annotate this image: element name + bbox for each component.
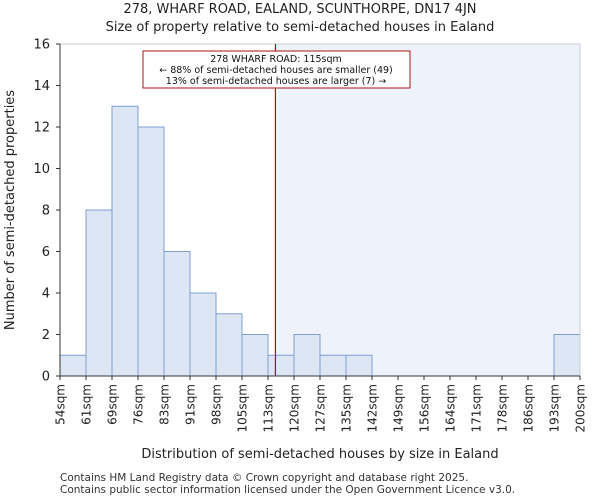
histogram-bar [189,292,217,377]
histogram-bar [319,354,347,377]
y-tick-label: 2 [42,328,50,343]
x-tick-label: 193sqm [548,384,562,432]
histogram-bar [137,126,165,377]
y-tick-label: 12 [33,121,50,136]
histogram-bar [241,334,269,377]
footer-copyright: Contains HM Land Registry data © Crown c… [60,472,469,484]
histogram-bar [85,209,113,377]
chart-title-address: 278, WHARF ROAD, EALAND, SCUNTHORPE, DN1… [123,2,477,17]
histogram-bar [111,105,139,377]
x-tick-label: 156sqm [418,384,432,432]
x-tick-label: 171sqm [470,384,484,432]
annotation-larger: 13% of semi-detached houses are larger (… [166,76,386,87]
histogram-bar [59,354,87,377]
annotation-title: 278 WHARF ROAD: 115sqm [210,54,342,65]
x-tick-label: 83sqm [158,384,172,425]
x-tick-label: 98sqm [210,384,224,425]
x-tick-label: 164sqm [444,384,458,432]
annotation-box [142,50,411,89]
y-tick-label: 14 [33,79,50,94]
x-tick-label: 127sqm [314,384,328,432]
footer-licence: Contains public sector information licen… [60,484,516,496]
histogram-bar [267,354,295,377]
histogram-bar [215,313,243,377]
histogram-bar [163,251,191,377]
x-tick-label: 113sqm [262,384,276,432]
highlight-region [275,44,580,376]
x-tick-label: 149sqm [392,384,406,432]
y-tick-label: 8 [42,204,50,219]
x-axis-label: Distribution of semi-detached houses by … [141,447,498,462]
x-tick-label: 120sqm [288,384,302,432]
y-tick-label: 6 [42,245,50,260]
x-tick-label: 61sqm [80,384,94,425]
y-tick-label: 0 [42,370,50,385]
x-tick-label: 76sqm [132,384,146,425]
y-tick-label: 16 [33,38,50,53]
x-tick-label: 69sqm [106,384,120,425]
histogram-bar [553,334,581,377]
annotation-smaller: ← 88% of semi-detached houses are smalle… [159,65,393,76]
y-tick-label: 10 [33,162,50,177]
x-tick-label: 54sqm [54,384,68,425]
x-tick-label: 178sqm [496,384,510,432]
x-tick-label: 200sqm [574,384,588,432]
histogram-bar [345,354,373,377]
histogram-chart: 0 2 4 6 8 10 12 14 16 54sqm 61sqm 69sqm 76sqm 83sqm 91… [3,38,588,463]
x-tick-label: 186sqm [522,384,536,432]
x-tick-label: 105sqm [236,384,250,432]
y-axis-label: Number of semi-detached properties [3,90,18,330]
x-tick-label: 142sqm [366,384,380,432]
x-tick-label: 91sqm [184,384,198,425]
x-tick-label: 135sqm [340,384,354,432]
histogram-bar [293,334,321,377]
y-tick-label: 4 [42,287,50,302]
chart-title: Size of property relative to semi-detach… [105,20,495,35]
